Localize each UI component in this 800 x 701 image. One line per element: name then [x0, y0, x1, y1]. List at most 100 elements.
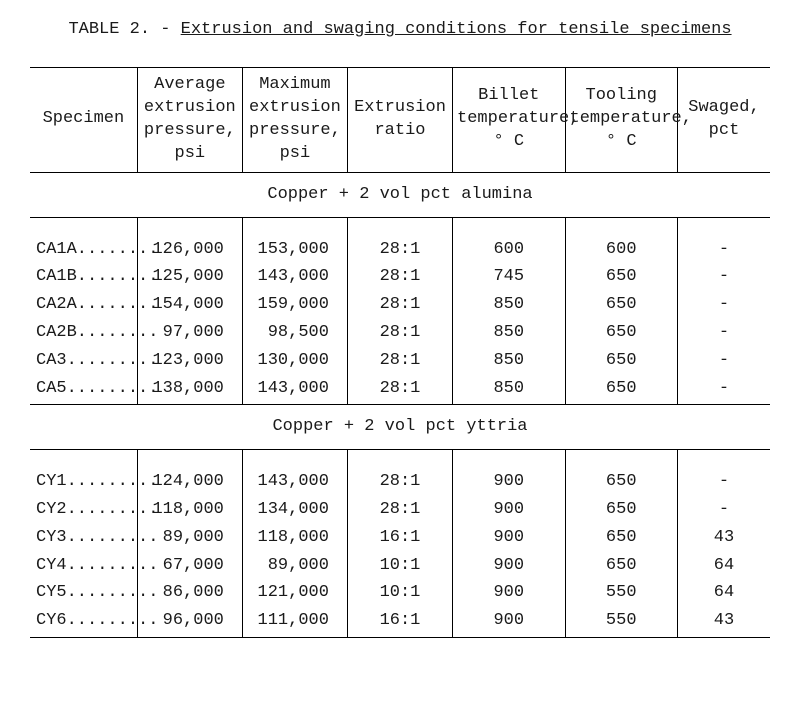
cell-max: 143,000: [242, 263, 347, 291]
cell-ratio: 28:1: [347, 496, 452, 524]
cell-ratio: 28:1: [347, 263, 452, 291]
cell-billet: 900: [453, 496, 565, 524]
cell-swaged: 43: [677, 524, 770, 552]
cell-tool: 550: [565, 607, 677, 637]
cell-max: 98,500: [242, 319, 347, 347]
cell-tool: 650: [565, 319, 677, 347]
cell-swaged: -: [677, 496, 770, 524]
spacer-row: [30, 450, 770, 469]
section-heading: Copper + 2 vol pct yttria: [30, 405, 770, 450]
table-header-row: Specimen Averageextrusionpressure,psi Ma…: [30, 68, 770, 173]
cell-tool: 650: [565, 552, 677, 580]
cell-ratio: 28:1: [347, 468, 452, 496]
cell-billet: 900: [453, 579, 565, 607]
cell-swaged: -: [677, 236, 770, 264]
title-prefix: TABLE 2. -: [68, 20, 180, 39]
cell-specimen: CY5.........: [30, 579, 137, 607]
cell-billet: 745: [453, 263, 565, 291]
cell-specimen: CA2B........: [30, 319, 137, 347]
cell-specimen: CA5.........: [30, 375, 137, 405]
cell-avg: 67,000: [137, 552, 242, 580]
cell-swaged: -: [677, 468, 770, 496]
cell-swaged: -: [677, 347, 770, 375]
cell-specimen: CA1B........: [30, 263, 137, 291]
cell-ratio: 28:1: [347, 375, 452, 405]
spacer-row: [30, 217, 770, 236]
table-row: CA1B........125,000143,00028:1745650-: [30, 263, 770, 291]
col-tool-temp: Toolingtemperature,° C: [565, 68, 677, 173]
col-billet-temp: Billettemperature,° C: [453, 68, 565, 173]
cell-ratio: 28:1: [347, 319, 452, 347]
table-row: CA3.........123,000130,00028:1850650-: [30, 347, 770, 375]
cell-max: 130,000: [242, 347, 347, 375]
conditions-table: Specimen Averageextrusionpressure,psi Ma…: [30, 67, 770, 638]
cell-billet: 900: [453, 468, 565, 496]
table-row: CA2A........154,000159,00028:1850650-: [30, 291, 770, 319]
cell-billet: 900: [453, 607, 565, 637]
cell-ratio: 28:1: [347, 291, 452, 319]
cell-tool: 650: [565, 291, 677, 319]
cell-specimen: CA2A........: [30, 291, 137, 319]
col-specimen: Specimen: [30, 68, 137, 173]
cell-swaged: -: [677, 263, 770, 291]
cell-avg: 118,000: [137, 496, 242, 524]
cell-billet: 850: [453, 319, 565, 347]
cell-avg: 125,000: [137, 263, 242, 291]
section-heading-row: Copper + 2 vol pct alumina: [30, 172, 770, 217]
cell-ratio: 28:1: [347, 236, 452, 264]
cell-specimen: CY4.........: [30, 552, 137, 580]
cell-tool: 650: [565, 496, 677, 524]
cell-specimen: CA1A........: [30, 236, 137, 264]
cell-tool: 550: [565, 579, 677, 607]
cell-avg: 138,000: [137, 375, 242, 405]
cell-ratio: 10:1: [347, 552, 452, 580]
cell-avg: 126,000: [137, 236, 242, 264]
cell-swaged: -: [677, 319, 770, 347]
cell-tool: 650: [565, 375, 677, 405]
cell-tool: 650: [565, 468, 677, 496]
table-body: Copper + 2 vol pct aluminaCA1A........12…: [30, 172, 770, 637]
col-ext-ratio: Extrusionratio: [347, 68, 452, 173]
cell-specimen: CY1.........: [30, 468, 137, 496]
section-heading-row: Copper + 2 vol pct yttria: [30, 405, 770, 450]
table-row: CY3......... 89,000118,00016:190065043: [30, 524, 770, 552]
cell-specimen: CA3.........: [30, 347, 137, 375]
cell-max: 121,000: [242, 579, 347, 607]
cell-billet: 850: [453, 347, 565, 375]
col-max-press: Maximumextrusionpressure,psi: [242, 68, 347, 173]
cell-tool: 650: [565, 524, 677, 552]
cell-avg: 97,000: [137, 319, 242, 347]
table-row: CA2B........ 97,000 98,50028:1850650-: [30, 319, 770, 347]
cell-max: 118,000: [242, 524, 347, 552]
cell-max: 159,000: [242, 291, 347, 319]
cell-avg: 154,000: [137, 291, 242, 319]
cell-ratio: 28:1: [347, 347, 452, 375]
cell-swaged: -: [677, 291, 770, 319]
cell-max: 134,000: [242, 496, 347, 524]
table-row: CY1.........124,000143,00028:1900650-: [30, 468, 770, 496]
cell-ratio: 16:1: [347, 524, 452, 552]
cell-avg: 89,000: [137, 524, 242, 552]
cell-swaged: 64: [677, 579, 770, 607]
cell-ratio: 10:1: [347, 579, 452, 607]
table-row: CY5......... 86,000121,00010:190055064: [30, 579, 770, 607]
cell-max: 111,000: [242, 607, 347, 637]
section-heading: Copper + 2 vol pct alumina: [30, 172, 770, 217]
cell-tool: 650: [565, 347, 677, 375]
cell-max: 143,000: [242, 375, 347, 405]
table-row: CA5.........138,000143,00028:1850650-: [30, 375, 770, 405]
table-caption: TABLE 2. - Extrusion and swaging conditi…: [30, 20, 770, 39]
cell-billet: 850: [453, 291, 565, 319]
table-row: CY4......... 67,000 89,00010:190065064: [30, 552, 770, 580]
cell-ratio: 16:1: [347, 607, 452, 637]
cell-avg: 86,000: [137, 579, 242, 607]
col-avg-press: Averageextrusionpressure,psi: [137, 68, 242, 173]
cell-billet: 600: [453, 236, 565, 264]
cell-max: 153,000: [242, 236, 347, 264]
cell-specimen: CY3.........: [30, 524, 137, 552]
cell-max: 89,000: [242, 552, 347, 580]
cell-avg: 96,000: [137, 607, 242, 637]
cell-tool: 650: [565, 263, 677, 291]
table-row: CA1A........126,000153,00028:1600600-: [30, 236, 770, 264]
cell-swaged: 64: [677, 552, 770, 580]
